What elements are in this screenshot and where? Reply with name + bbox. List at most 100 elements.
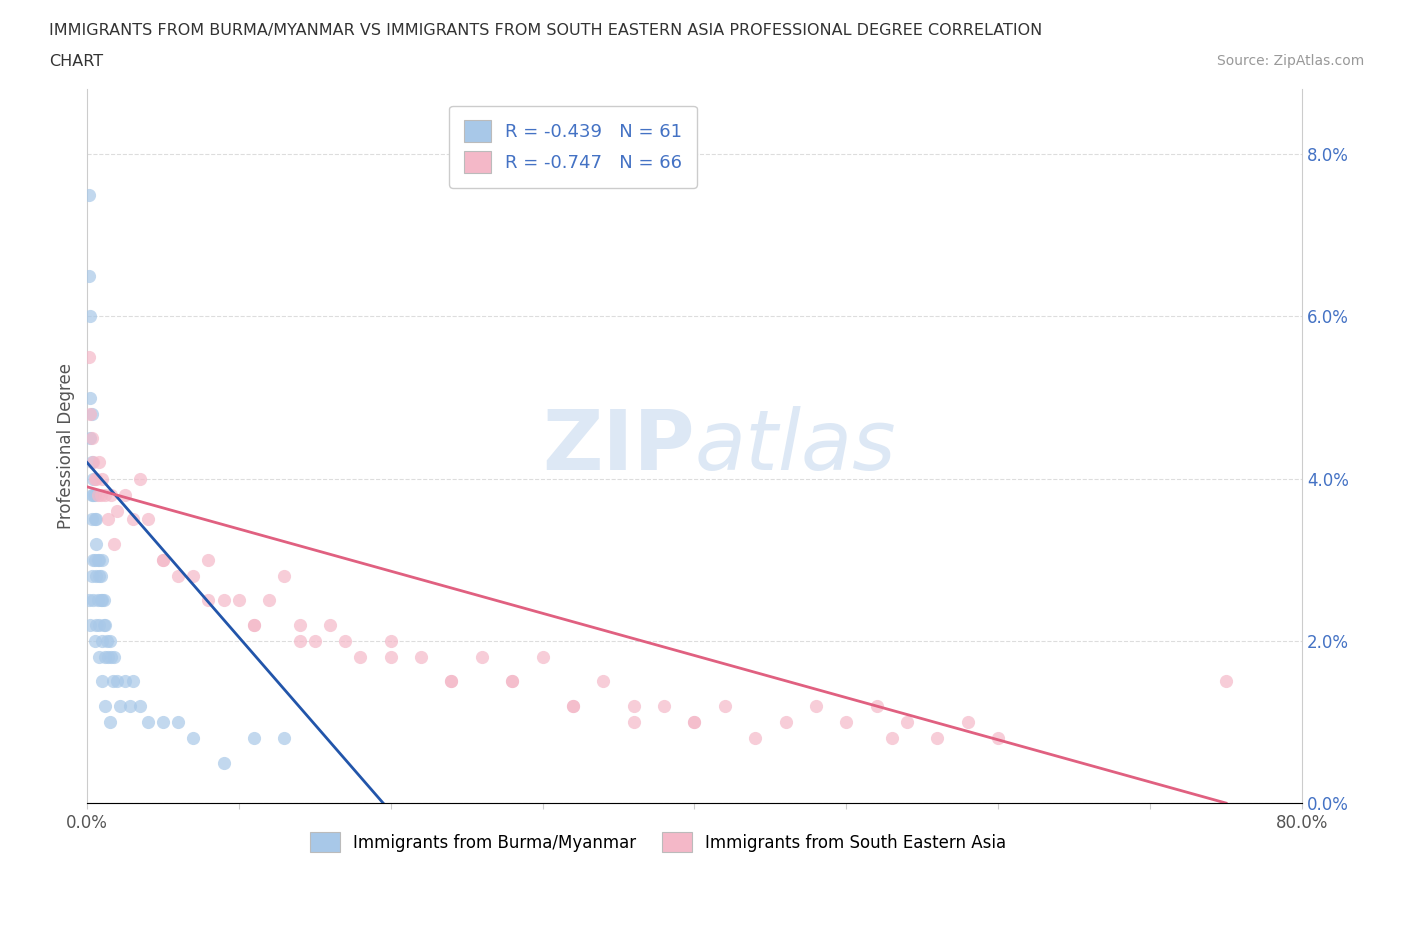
Point [86, 487, 108, 502]
Text: IMMIGRANTS FROM BURMA/MYANMAR VS IMMIGRANTS FROM SOUTH EASTERN ASIA PROFESSIONAL: IMMIGRANTS FROM BURMA/MYANMAR VS IMMIGRA… [49, 23, 1042, 38]
Y-axis label: Professional Degree: Professional Degree [58, 364, 75, 529]
Point [181, 731, 204, 746]
Point [167, 568, 190, 583]
Point [77, 593, 100, 608]
Point [91, 633, 114, 648]
Point [1215, 674, 1237, 689]
Point [114, 487, 136, 502]
Point [105, 504, 128, 519]
Point [623, 698, 645, 713]
Point [927, 731, 949, 746]
Point [775, 714, 797, 729]
Point [98, 633, 121, 648]
Text: Source: ZipAtlas.com: Source: ZipAtlas.com [1216, 54, 1364, 68]
Point [273, 731, 295, 746]
Point [100, 650, 122, 665]
Point [84, 472, 107, 486]
Point [167, 714, 190, 729]
Point [197, 552, 219, 567]
Point [333, 633, 356, 648]
Point [89, 650, 111, 665]
Point [129, 472, 152, 486]
Point [304, 633, 326, 648]
Point [152, 714, 174, 729]
Point [744, 731, 766, 746]
Point [86, 552, 108, 567]
Point [114, 674, 136, 689]
Point [94, 650, 117, 665]
Point [83, 552, 105, 567]
Legend: Immigrants from Burma/Myanmar, Immigrants from South Eastern Asia: Immigrants from Burma/Myanmar, Immigrant… [304, 825, 1012, 859]
Point [562, 698, 585, 713]
Point [152, 552, 174, 567]
Point [121, 512, 143, 526]
Point [181, 568, 204, 583]
Point [80, 455, 103, 470]
Point [212, 755, 235, 770]
Point [91, 593, 114, 608]
Point [90, 568, 112, 583]
Point [84, 536, 107, 551]
Point [93, 593, 115, 608]
Point [152, 552, 174, 567]
Point [89, 618, 111, 632]
Point [243, 618, 266, 632]
Point [411, 650, 433, 665]
Point [319, 618, 342, 632]
Point [288, 618, 311, 632]
Point [94, 698, 117, 713]
Point [243, 618, 266, 632]
Point [121, 674, 143, 689]
Point [105, 674, 128, 689]
Point [80, 512, 103, 526]
Point [257, 593, 280, 608]
Point [683, 714, 706, 729]
Point [197, 593, 219, 608]
Point [91, 472, 114, 486]
Point [212, 593, 235, 608]
Point [83, 512, 105, 526]
Point [79, 391, 101, 405]
Point [93, 618, 115, 632]
Point [562, 698, 585, 713]
Point [83, 633, 105, 648]
Point [273, 568, 295, 583]
Point [84, 512, 107, 526]
Point [77, 350, 100, 365]
Point [103, 650, 125, 665]
Point [380, 650, 402, 665]
Point [136, 512, 159, 526]
Point [101, 674, 124, 689]
Point [90, 487, 112, 502]
Point [79, 618, 101, 632]
Point [91, 552, 114, 567]
Point [77, 187, 100, 202]
Point [987, 731, 1010, 746]
Point [94, 487, 117, 502]
Point [623, 714, 645, 729]
Point [880, 731, 903, 746]
Point [683, 714, 706, 729]
Point [866, 698, 889, 713]
Point [501, 674, 523, 689]
Point [94, 618, 117, 632]
Point [90, 593, 112, 608]
Point [82, 487, 104, 502]
Point [82, 472, 104, 486]
Point [82, 552, 104, 567]
Point [97, 512, 120, 526]
Point [471, 650, 494, 665]
Point [98, 714, 121, 729]
Point [83, 472, 105, 486]
Point [118, 698, 141, 713]
Point [804, 698, 827, 713]
Point [652, 698, 675, 713]
Point [110, 698, 132, 713]
Text: CHART: CHART [49, 54, 103, 69]
Point [956, 714, 979, 729]
Point [440, 674, 463, 689]
Point [82, 455, 104, 470]
Point [77, 269, 100, 284]
Point [835, 714, 858, 729]
Point [714, 698, 737, 713]
